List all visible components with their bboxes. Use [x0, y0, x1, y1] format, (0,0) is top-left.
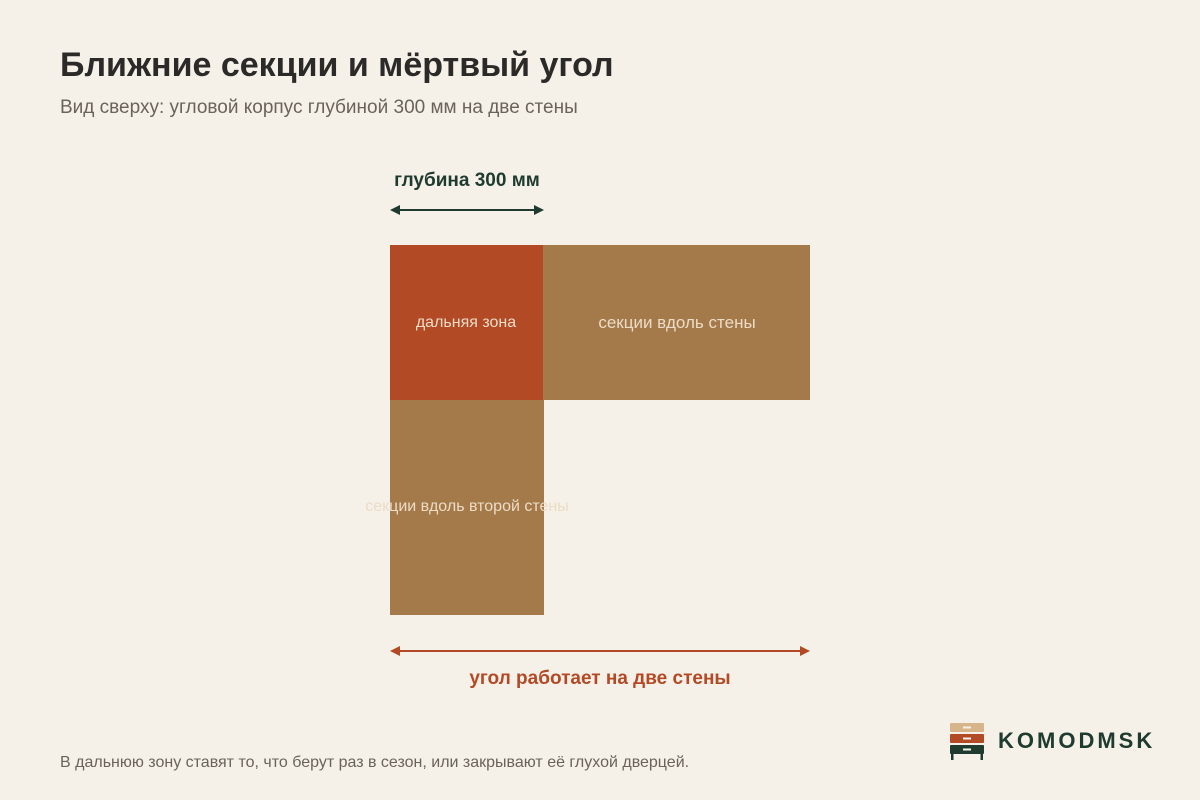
depth-arrow [390, 205, 544, 215]
second-wall-sections [390, 400, 544, 615]
footnote: В дальнюю зону ставят то, что берут раз … [60, 754, 690, 771]
second-wall-sections-label: секции вдоль второй стены [365, 498, 568, 515]
far-zone [390, 245, 543, 400]
page-title: Ближние секции и мёртвый угол [60, 46, 614, 84]
depth-label: глубина 300 мм [394, 170, 540, 191]
corner-label: угол работает на две стены [469, 668, 730, 689]
far-zone-label: дальняя зона [416, 314, 516, 331]
wall-sections-label: секции вдоль стены [598, 313, 755, 332]
page-subtitle: Вид сверху: угловой корпус глубиной 300 … [60, 97, 578, 118]
wall-sections [543, 245, 810, 400]
brand-name: KOMODMSK [998, 728, 1156, 753]
corner-arrow [390, 646, 810, 656]
brand-logo-icon [950, 723, 984, 760]
